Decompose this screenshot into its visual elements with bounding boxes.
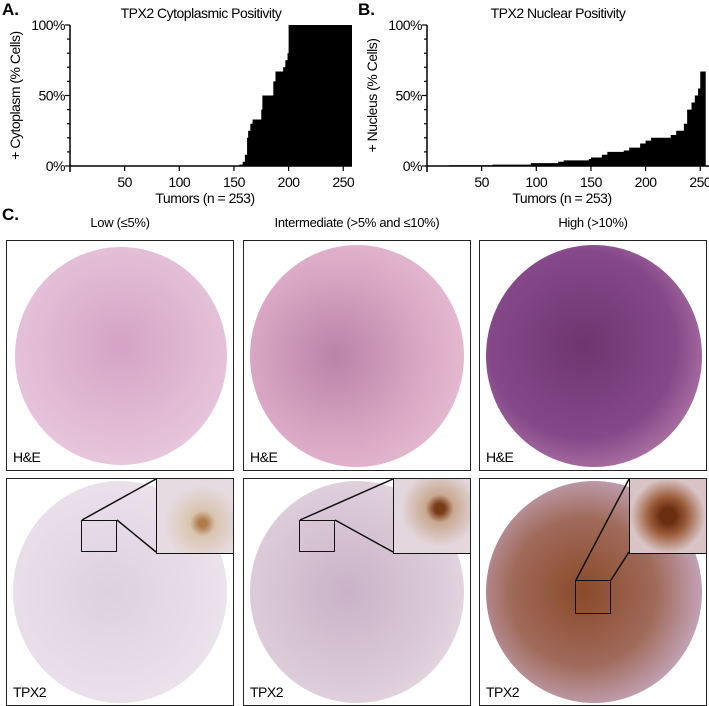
- panel-label-a: A.: [2, 0, 19, 19]
- data-area: [70, 25, 352, 166]
- y-axis-label: + Cytoplasm (% Cells): [7, 31, 23, 159]
- chart-title: TPX2 Cytoplasmic Positivity: [121, 5, 282, 21]
- x-axis-label: Tumors (n = 253): [512, 190, 611, 206]
- x-tick-label: 200: [635, 174, 658, 190]
- x-tick-label: 150: [580, 174, 603, 190]
- y-tick-label: 50%: [38, 88, 65, 104]
- panel-label-b: B.: [358, 0, 375, 19]
- tpx2-label: TPX2: [486, 684, 520, 700]
- column-title-high: High (>10%): [558, 215, 628, 230]
- he-label: H&E: [250, 449, 278, 465]
- y-tick-label: 0%: [403, 158, 422, 174]
- zoom-inset: [629, 479, 706, 554]
- zoom-region-box: [299, 520, 335, 552]
- x-tick-label: 100: [168, 174, 191, 190]
- column-title-intermediate: Intermediate (>5% and ≤10%): [274, 215, 440, 230]
- chart-title: TPX2 Nuclear Positivity: [491, 5, 626, 21]
- panel-label-c: C.: [2, 205, 19, 224]
- chart-nuclear: 0% 50% 100% 50 100 150 200 250 TPX2 Nuclear Posi…: [364, 5, 709, 206]
- he-image-high: H&E: [479, 240, 707, 471]
- data-area: [427, 71, 706, 166]
- zoom-region-box: [81, 520, 117, 552]
- x-axis-label: Tumors (n = 253): [155, 190, 254, 206]
- x-tick-label: 250: [689, 174, 709, 190]
- he-image-intermediate: H&E: [243, 240, 471, 471]
- y-tick-label: 100%: [31, 17, 65, 33]
- x-tick-label: 100: [525, 174, 548, 190]
- he-label: H&E: [13, 449, 41, 465]
- x-tick-label: 50: [117, 174, 132, 190]
- y-axis-label: + Nucleus (% Cells): [364, 39, 380, 153]
- zoom-inset: [156, 479, 233, 554]
- tpx2-label: TPX2: [13, 684, 47, 700]
- column-title-low: Low (≤5%): [90, 215, 150, 230]
- chart-cytoplasmic: 0% 50% 100% 50 100 150 200 250 TPX2 Cytoplasmic …: [7, 5, 355, 206]
- y-tick-label: 50%: [395, 88, 422, 104]
- y-tick-label: 0%: [46, 158, 65, 174]
- x-tick-label: 50: [474, 174, 489, 190]
- x-tick-label: 150: [223, 174, 246, 190]
- zoom-inset: [393, 479, 470, 554]
- tpx2-image-low: TPX2: [6, 478, 234, 706]
- tpx2-image-intermediate: TPX2: [243, 478, 471, 706]
- x-tick-label: 250: [332, 174, 355, 190]
- zoom-region-box: [575, 580, 611, 614]
- y-tick-label: 100%: [388, 17, 422, 33]
- x-tick-label: 200: [278, 174, 301, 190]
- tpx2-image-high: TPX2: [479, 478, 707, 706]
- he-image-low: H&E: [6, 240, 234, 471]
- tpx2-label: TPX2: [250, 684, 284, 700]
- he-label: H&E: [486, 449, 514, 465]
